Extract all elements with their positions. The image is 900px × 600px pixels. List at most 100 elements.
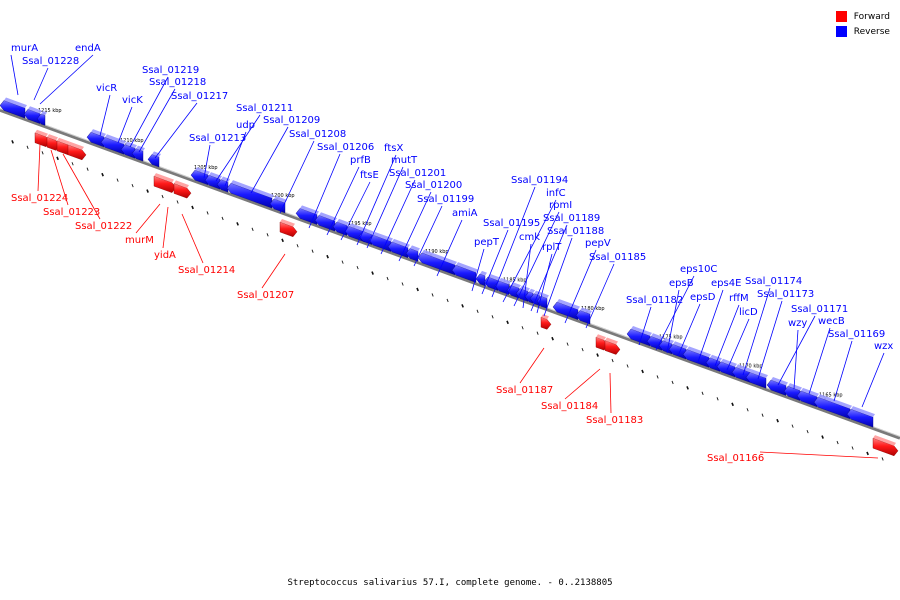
gene-label-ssal-01183[interactable]: Ssal_01183 bbox=[586, 415, 643, 426]
gene-label-ftse[interactable]: ftsE bbox=[360, 170, 379, 181]
leader-rpmi bbox=[513, 211, 560, 307]
gene-label-mura[interactable]: murA bbox=[11, 43, 38, 54]
gene-label-ssal-01199[interactable]: Ssal_01199 bbox=[417, 194, 474, 205]
gene-ssal-01183[interactable] bbox=[604, 337, 621, 355]
legend: Forward Reverse bbox=[835, 9, 890, 39]
gene-label-infc[interactable]: infC bbox=[546, 188, 566, 199]
gene-ssal-01189[interactable] bbox=[524, 288, 535, 304]
gene-label-rpmi[interactable]: rpmI bbox=[549, 200, 572, 211]
gene-ssal-01187[interactable] bbox=[540, 314, 552, 330]
gene-label-wzy[interactable]: wzy bbox=[788, 318, 807, 329]
leader-enda bbox=[39, 54, 94, 105]
gene-label-yida[interactable]: yidA bbox=[154, 250, 176, 261]
track-mark bbox=[521, 326, 524, 330]
leader-rffm bbox=[714, 304, 740, 367]
gene-label-wecb[interactable]: wecB bbox=[818, 316, 845, 327]
gene-label-ssal-01182[interactable]: Ssal_01182 bbox=[626, 295, 683, 306]
gene-ssal-01188[interactable] bbox=[536, 293, 549, 309]
track-mark bbox=[371, 271, 374, 275]
leader-ssal-01208 bbox=[279, 140, 315, 214]
gene-label-ftsx[interactable]: ftsX bbox=[384, 143, 403, 154]
track-mark bbox=[746, 408, 749, 412]
gene-label-rplt[interactable]: rplT bbox=[542, 242, 562, 253]
gene-label-ssal-01217[interactable]: Ssal_01217 bbox=[171, 91, 228, 102]
gene-label-epsb[interactable]: epsB bbox=[669, 278, 694, 289]
leader-ssal-01222 bbox=[62, 153, 101, 220]
gene-murm[interactable] bbox=[67, 141, 87, 161]
gene-label-ssal-01224[interactable]: Ssal_01224 bbox=[11, 193, 68, 204]
gene-label-cmk[interactable]: cmk bbox=[519, 232, 540, 243]
gene-label-eps10c[interactable]: eps10C bbox=[680, 264, 717, 275]
gene-label-ssal-01173[interactable]: Ssal_01173 bbox=[757, 289, 814, 300]
gene-label-ssal-01187[interactable]: Ssal_01187 bbox=[496, 385, 553, 396]
gene-label-ssal-01222[interactable]: Ssal_01222 bbox=[75, 221, 132, 232]
gene-label-eps4e[interactable]: eps4E bbox=[711, 278, 741, 289]
gene-label-ssal-01188[interactable]: Ssal_01188 bbox=[547, 226, 604, 237]
gene-ssal-01218[interactable] bbox=[131, 145, 145, 162]
gene-yida[interactable] bbox=[153, 173, 177, 193]
gene-label-ssal-01213[interactable]: Ssal_01213 bbox=[189, 133, 246, 144]
gene-label-enda[interactable]: endA bbox=[75, 43, 101, 54]
gene-label-ssal-01194[interactable]: Ssal_01194 bbox=[511, 175, 568, 186]
gene-label-ssal-01200[interactable]: Ssal_01200 bbox=[405, 180, 462, 191]
gene-ssal-01223[interactable] bbox=[46, 134, 61, 151]
gene-label-prfb[interactable]: prfB bbox=[350, 155, 371, 166]
legend-item-forward: Forward bbox=[835, 9, 890, 24]
leader-ssal-01209 bbox=[250, 126, 289, 194]
gene-label-ssal-01219[interactable]: Ssal_01219 bbox=[142, 65, 199, 76]
gene-label-ssal-01223[interactable]: Ssal_01223 bbox=[43, 207, 100, 218]
leader-mura bbox=[10, 54, 19, 96]
gene-label-vick[interactable]: vicK bbox=[122, 95, 143, 106]
gene-enda[interactable] bbox=[36, 110, 47, 126]
gene-label-ssal-01169[interactable]: Ssal_01169 bbox=[828, 329, 885, 340]
gene-label-ssal-01211[interactable]: Ssal_01211 bbox=[236, 103, 293, 114]
gene-ssal-01209[interactable] bbox=[226, 180, 274, 209]
gene-ssal-01208[interactable] bbox=[269, 195, 287, 214]
gene-label-epsd[interactable]: epsD bbox=[690, 292, 716, 303]
gene-ssal-01199[interactable] bbox=[405, 245, 420, 262]
gene-label-vicr[interactable]: vicR bbox=[96, 83, 117, 94]
leader-ssal-01213 bbox=[203, 144, 211, 179]
leader-ssal-01194 bbox=[491, 186, 536, 298]
gene-ssal-01214[interactable] bbox=[173, 180, 192, 199]
gene-ssal-01207[interactable] bbox=[279, 219, 298, 238]
gene-label-ssal-01214[interactable]: Ssal_01214 bbox=[178, 265, 235, 276]
gene-label-amia[interactable]: amiA bbox=[452, 208, 478, 219]
gene-label-ssal-01166[interactable]: Ssal_01166 bbox=[707, 453, 764, 464]
gene-ssal-01173[interactable] bbox=[745, 369, 768, 389]
leader-wzy bbox=[793, 329, 799, 390]
gene-label-pepv[interactable]: pepV bbox=[585, 238, 611, 249]
leader-epsb bbox=[666, 289, 680, 354]
gene-label-ssal-01208[interactable]: Ssal_01208 bbox=[289, 129, 346, 140]
track-mark bbox=[161, 194, 164, 199]
gene-label-murm[interactable]: murM bbox=[125, 235, 154, 246]
gene-label-pept[interactable]: pepT bbox=[474, 237, 500, 248]
gene-label-udp[interactable]: udp bbox=[236, 120, 255, 131]
gene-label-ssal-01207[interactable]: Ssal_01207 bbox=[237, 290, 294, 301]
gene-label-ssal-01184[interactable]: Ssal_01184 bbox=[541, 401, 598, 412]
gene-label-ssal-01185[interactable]: Ssal_01185 bbox=[589, 252, 646, 263]
gene-label-ssal-01218[interactable]: Ssal_01218 bbox=[149, 77, 206, 88]
gene-label-ssal-01189[interactable]: Ssal_01189 bbox=[543, 213, 600, 224]
leader-ssal-01169 bbox=[833, 340, 853, 402]
gene-eps10c[interactable] bbox=[646, 333, 664, 351]
gene-label-ssal-01228[interactable]: Ssal_01228 bbox=[22, 56, 79, 67]
gene-label-licd[interactable]: licD bbox=[739, 307, 758, 318]
gene-label-rffm[interactable]: rffM bbox=[729, 293, 749, 304]
gene-ssal-01166[interactable] bbox=[872, 435, 899, 457]
kbp-tick-label: 1175 kbp bbox=[659, 334, 683, 340]
gene-wzx[interactable] bbox=[846, 406, 875, 428]
gene-ssal-01217[interactable] bbox=[147, 151, 161, 168]
gene-label-ssal-01195[interactable]: Ssal_01195 bbox=[483, 218, 540, 229]
gene-label-wzx[interactable]: wzx bbox=[874, 341, 893, 352]
gene-label-mutt[interactable]: mutT bbox=[391, 155, 418, 166]
gene-label-ssal-01209[interactable]: Ssal_01209 bbox=[263, 115, 320, 126]
gene-label-ssal-01201[interactable]: Ssal_01201 bbox=[389, 168, 446, 179]
track-mark bbox=[26, 145, 29, 150]
gene-label-ssal-01174[interactable]: Ssal_01174 bbox=[745, 276, 802, 287]
gene-label-ssal-01206[interactable]: Ssal_01206 bbox=[317, 142, 374, 153]
leader-ssal-01187 bbox=[519, 347, 545, 384]
gene-label-ssal-01171[interactable]: Ssal_01171 bbox=[791, 304, 848, 315]
